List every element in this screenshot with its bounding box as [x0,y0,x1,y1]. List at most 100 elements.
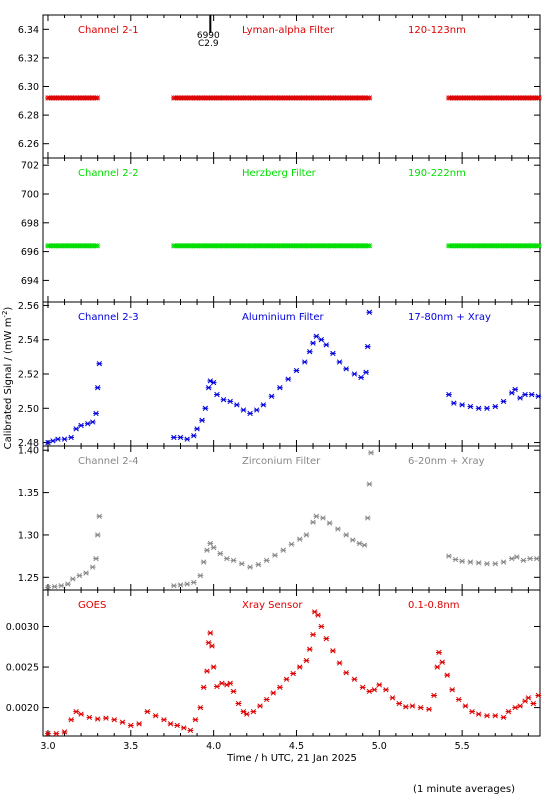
data-point [103,715,109,721]
data-point [505,709,512,715]
data-point [439,659,446,665]
data-point [343,670,350,676]
y-tick-label: 702 [21,161,39,172]
data-point [78,711,85,717]
data-point [187,727,194,733]
data-point [268,393,275,399]
data-point [68,434,75,441]
data-point [450,400,457,406]
y-tick-label: 694 [21,276,39,287]
data-point [280,547,287,553]
data-point [363,369,369,375]
data-point [207,630,214,636]
data-point [368,450,374,456]
data-point [318,337,325,343]
data-point [525,695,532,701]
data-point [310,340,316,346]
panel-ch21: 6.26 6.28 6.30 6.32 6.34 Channel 2-1 Lyman-alp… [18,14,542,159]
data-point [272,552,278,558]
data-point [64,581,71,587]
panel-label: Aluminium Filter [242,312,325,323]
data-point [303,657,310,664]
data-point [127,722,134,729]
data-point [315,612,321,618]
data-point [288,541,295,547]
data-point [61,729,68,735]
y-tick-label: 0.0030 [6,622,39,633]
data-point [55,436,61,442]
data-point [192,717,199,723]
data-point [349,537,356,543]
data-point [445,391,452,398]
data-point [484,561,490,567]
data-point [306,646,313,652]
y-tick-label: 1.30 [18,530,39,541]
y-tick-label: 6.32 [18,53,39,64]
data-point [296,536,303,542]
panel-ch22: 694 696 698 700 702 Channel 2-2 Herzberg Filte… [21,157,542,303]
data-point [51,583,58,590]
data-point [53,730,60,737]
data-point [310,519,316,525]
data-point [205,385,212,391]
data-point [161,717,167,723]
data-point [68,717,75,723]
y-tick-label: 1.40 [18,446,39,457]
data-point [336,359,343,365]
data-point [190,579,197,586]
data-point [89,564,96,570]
data-point [517,395,524,401]
data-point [513,554,520,560]
data-point [293,367,300,374]
y-tick-label: 2.50 [18,404,39,415]
data-point [45,584,51,591]
data-point [313,513,320,519]
data-point [84,421,91,427]
data-point [364,343,371,350]
panel-label: Channel 2-2 [78,168,139,179]
data-point [58,583,65,589]
data-point [247,410,253,417]
data-point [73,426,80,432]
data-point [383,687,389,693]
data-point [535,393,542,399]
data-point [152,713,159,719]
data-point [455,696,462,703]
x-tick-label: 5.5 [455,741,470,752]
data-point [366,688,373,695]
data-point [527,556,533,562]
data-point [366,95,373,101]
data-point [462,703,469,709]
y-axis-label: Calibrated Signal / (mW m-2) [1,307,14,450]
data-point [184,436,191,442]
data-point [170,434,177,441]
data-point [190,433,197,439]
data-point [364,515,371,521]
panel-goes: 0.0020 0.0025 0.0030 GOES Xray Sensor 0.1-0.8… [6,589,542,737]
data-point [452,556,459,563]
data-point [119,719,126,725]
panel-label: Channel 2-1 [78,25,139,36]
data-point [467,403,474,410]
data-point [528,391,535,398]
data-point [334,526,341,532]
data-point [492,713,499,719]
data-point [512,386,519,393]
y-tick-label: 2.52 [18,370,39,381]
data-point [318,623,325,630]
data-point [396,700,403,707]
data-point [326,520,333,526]
data-point [535,692,542,699]
data-point [459,402,466,408]
data-point [358,374,364,381]
data-point [238,561,245,567]
data-point [402,704,409,710]
data-point [243,711,250,717]
data-point [323,342,330,348]
data-point [508,556,515,562]
data-point [351,676,358,682]
data-point [283,676,290,682]
data-point [94,716,101,722]
data-point [197,704,204,711]
data-point [356,540,363,547]
